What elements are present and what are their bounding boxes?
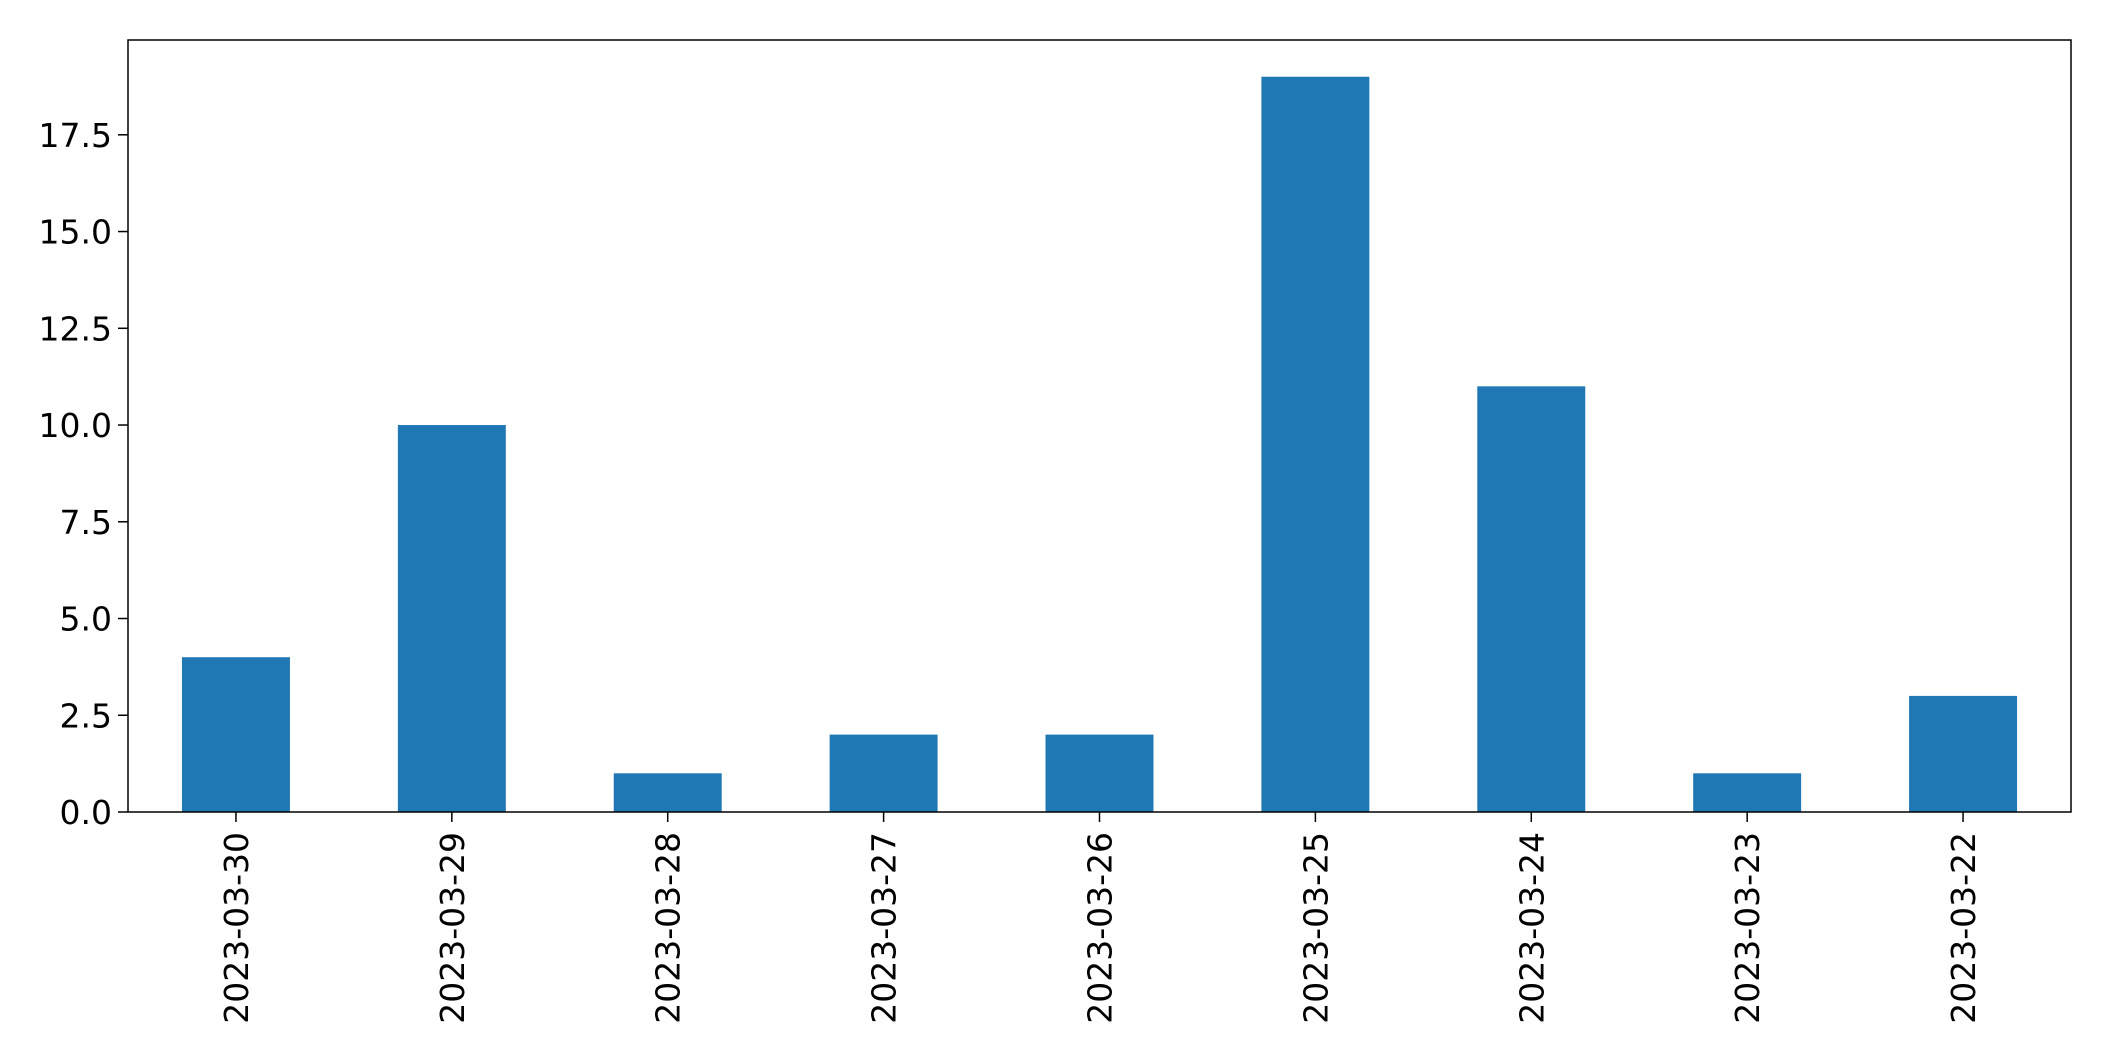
bar-2023-03-27 (829, 734, 938, 812)
x-tick-label: 2023-03-27 (865, 832, 904, 1024)
x-tick-label: 2023-03-22 (1944, 832, 1983, 1024)
bars-group (181, 76, 2018, 812)
bar-2023-03-28 (613, 773, 722, 812)
y-tick-label: 12.5 (39, 309, 112, 348)
x-tick-label: 2023-03-29 (433, 832, 472, 1024)
bar-2023-03-24 (1477, 386, 1586, 812)
y-tick-label: 10.0 (39, 406, 112, 445)
x-tick-label: 2023-03-24 (1512, 832, 1551, 1024)
bar-2023-03-23 (1693, 773, 1802, 812)
bar-2023-03-22 (1909, 695, 2018, 812)
bar-2023-03-25 (1261, 76, 1370, 812)
y-tick-label: 0.0 (60, 793, 112, 832)
bar-2023-03-29 (397, 425, 506, 812)
y-axis: 0.0 2.5 5.0 7.5 10.0 12.5 15.0 17.5 (39, 116, 128, 832)
y-tick-label: 7.5 (60, 503, 112, 542)
y-tick-label: 15.0 (39, 213, 112, 252)
x-tick-label: 2023-03-28 (649, 832, 688, 1024)
x-tick-label: 2023-03-30 (217, 832, 256, 1024)
y-tick-label: 2.5 (60, 696, 112, 735)
x-axis: 2023-03-30 2023-03-29 2023-03-28 2023-03-27… (217, 812, 1983, 1024)
x-tick-label: 2023-03-23 (1728, 832, 1767, 1024)
y-tick-label: 17.5 (39, 116, 112, 155)
bar-2023-03-26 (1045, 734, 1154, 812)
x-tick-label: 2023-03-26 (1081, 832, 1120, 1024)
plot-frame (127, 39, 2072, 813)
bar-2023-03-30 (181, 657, 290, 812)
y-tick-label: 5.0 (60, 600, 112, 639)
x-tick-label: 2023-03-25 (1296, 832, 1335, 1024)
